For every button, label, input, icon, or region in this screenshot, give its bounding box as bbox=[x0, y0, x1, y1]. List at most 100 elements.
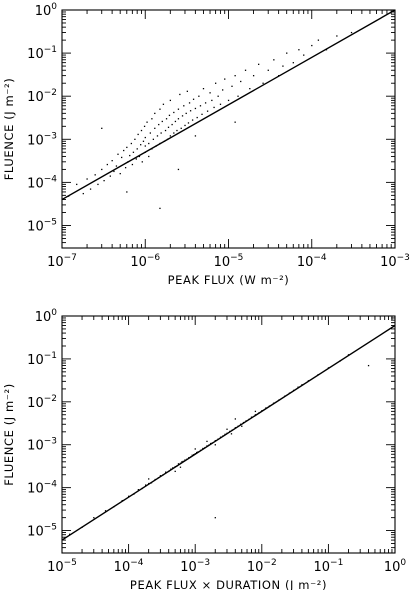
top-data-point bbox=[161, 120, 163, 123]
top-data-point bbox=[191, 119, 194, 121]
top-y-tick-label: 10−4 bbox=[27, 174, 57, 191]
top-data-point bbox=[140, 129, 143, 132]
top-data-point bbox=[86, 178, 88, 180]
top-data-point bbox=[159, 108, 161, 110]
top-data-point bbox=[217, 95, 219, 97]
top-y-axis-title: FLUENCE (J m⁻²) bbox=[2, 78, 16, 181]
top-data-point bbox=[119, 172, 121, 175]
top-data-point bbox=[286, 52, 288, 54]
top-data-point bbox=[101, 168, 103, 171]
top-data-point bbox=[231, 85, 233, 87]
top-data-point bbox=[186, 90, 188, 92]
bottom-data-point bbox=[191, 454, 193, 456]
top-data-point bbox=[141, 161, 143, 163]
bottom-data-point bbox=[181, 461, 183, 463]
top-data-point bbox=[156, 135, 159, 137]
top-y-tick-label: 10−2 bbox=[27, 88, 57, 105]
bottom-data-point bbox=[174, 470, 176, 473]
top-plot-frame bbox=[61, 9, 396, 249]
bottom-x-tick-label: 10−3 bbox=[180, 558, 210, 575]
top-data-point bbox=[179, 93, 181, 96]
bottom-y-tick-label: 10−5 bbox=[27, 523, 57, 540]
bottom-data-point bbox=[241, 425, 243, 427]
top-x-axis-title: PEAK FLUX (W m⁻²) bbox=[168, 273, 290, 287]
top-data-point bbox=[240, 80, 242, 83]
top-data-point bbox=[129, 154, 131, 157]
top-data-point bbox=[189, 110, 192, 112]
bottom-y-tick-label: 10−3 bbox=[27, 437, 57, 454]
top-data-point bbox=[227, 99, 230, 102]
top-data-point bbox=[124, 167, 127, 169]
top-data-point bbox=[113, 170, 115, 173]
top-data-point bbox=[138, 155, 141, 158]
top-data-point bbox=[237, 95, 239, 97]
top-data-point bbox=[209, 92, 211, 94]
bottom-plot-frame bbox=[61, 315, 396, 554]
bottom-data-point bbox=[367, 364, 370, 367]
top-data-point bbox=[224, 78, 226, 80]
top-x-tick-label: 10−4 bbox=[297, 253, 327, 270]
top-data-point bbox=[192, 98, 195, 100]
top-y-tick-label: 10−3 bbox=[27, 131, 57, 148]
top-data-point bbox=[149, 132, 151, 134]
top-data-point bbox=[244, 69, 247, 71]
top-data-point bbox=[103, 179, 105, 182]
top-data-point bbox=[298, 49, 300, 51]
top-data-point bbox=[173, 132, 175, 134]
top-y-tick-label: 10−5 bbox=[27, 217, 57, 234]
bottom-data-point bbox=[137, 489, 140, 491]
top-data-point bbox=[171, 123, 173, 126]
bottom-data-point bbox=[230, 433, 233, 435]
top-x-tick-label: 10−7 bbox=[47, 253, 77, 270]
top-data-point bbox=[143, 125, 146, 128]
top-plot-area bbox=[62, 10, 395, 210]
top-data-point bbox=[82, 192, 84, 195]
top-data-point bbox=[148, 155, 150, 158]
top-data-point bbox=[169, 99, 172, 102]
bottom-x-tick-label: 10−1 bbox=[313, 558, 343, 575]
top-data-point bbox=[162, 103, 165, 105]
bottom-y-tick-label: 10−2 bbox=[27, 394, 57, 411]
bottom-x-tick-label: 10−5 bbox=[47, 558, 77, 575]
bottom-data-point bbox=[172, 467, 174, 469]
top-x-tick-label: 10−5 bbox=[214, 253, 244, 270]
bottom-data-point bbox=[206, 440, 208, 443]
bottom-data-point bbox=[165, 471, 167, 473]
bottom-data-point bbox=[148, 478, 150, 480]
top-data-point bbox=[273, 59, 275, 61]
top-data-point bbox=[350, 31, 353, 34]
bottom-data-point bbox=[159, 475, 162, 477]
top-y-tick-label: 10−1 bbox=[27, 45, 57, 62]
bottom-data-point bbox=[214, 517, 216, 519]
top-data-point bbox=[126, 191, 128, 193]
top-data-point bbox=[144, 145, 146, 147]
top-data-point bbox=[136, 148, 138, 150]
top-x-tick-label: 10−3 bbox=[380, 253, 410, 270]
bottom-data-point bbox=[179, 466, 182, 468]
top-data-point bbox=[146, 121, 148, 123]
top-data-point bbox=[215, 82, 217, 84]
bottom-data-point bbox=[177, 463, 180, 465]
top-data-point bbox=[198, 95, 200, 97]
top-data-point bbox=[165, 118, 168, 120]
top-data-point bbox=[188, 102, 191, 104]
top-data-point bbox=[101, 127, 103, 129]
top-data-point bbox=[158, 123, 160, 126]
top-data-point bbox=[134, 138, 136, 140]
top-data-point bbox=[173, 111, 175, 114]
top-data-point bbox=[262, 82, 264, 84]
bottom-y-tick-label: 100 bbox=[35, 308, 58, 325]
bottom-y-tick-label: 10−4 bbox=[27, 480, 57, 497]
top-data-point bbox=[89, 188, 92, 190]
top-data-point bbox=[126, 146, 128, 149]
top-y-tick-label: 100 bbox=[35, 2, 58, 19]
top-data-point bbox=[249, 88, 251, 90]
top-data-point bbox=[123, 149, 125, 152]
top-data-point bbox=[267, 69, 269, 71]
top-data-point bbox=[111, 160, 113, 162]
top-data-point bbox=[154, 127, 156, 129]
top-data-point bbox=[194, 135, 197, 137]
bottom-data-point bbox=[226, 428, 228, 430]
top-data-point bbox=[174, 120, 177, 123]
